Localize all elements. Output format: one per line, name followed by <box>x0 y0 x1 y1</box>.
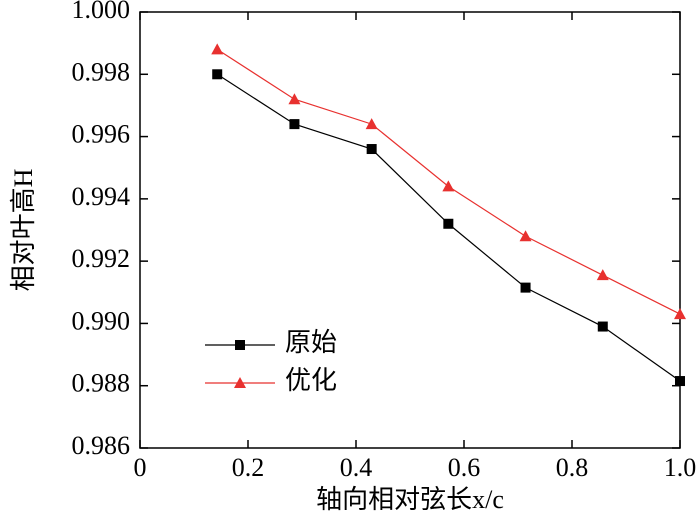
marker <box>674 308 686 320</box>
y-tick-label: 1.000 <box>72 0 131 24</box>
marker <box>520 282 531 293</box>
marker <box>519 230 532 242</box>
y-tick-label: 0.994 <box>72 182 131 211</box>
marker <box>443 218 454 229</box>
x-tick-label: 1.0 <box>664 453 697 482</box>
legend-marker <box>235 340 245 350</box>
marker <box>365 118 378 130</box>
legend-label: 原始 <box>285 328 337 357</box>
legend-marker <box>234 377 246 388</box>
y-tick-label: 0.988 <box>72 369 131 398</box>
y-tick-label: 0.992 <box>72 244 131 273</box>
x-axis-label: 轴向相对弦长x/c <box>316 485 504 514</box>
marker <box>288 93 301 105</box>
y-tick-label: 0.998 <box>72 57 131 86</box>
legend-label: 优化 <box>285 366 337 395</box>
marker <box>442 180 455 192</box>
marker <box>211 43 224 55</box>
plot-frame <box>139 11 681 449</box>
y-tick-label: 0.986 <box>72 431 131 460</box>
y-axis-label: 相对叶高H <box>9 168 38 291</box>
marker <box>675 376 685 387</box>
marker <box>597 321 608 332</box>
y-tick-label: 0.996 <box>72 120 131 149</box>
marker <box>212 69 223 80</box>
marker <box>366 144 377 155</box>
x-tick-label: 0.8 <box>556 453 589 482</box>
y-tick-label: 0.990 <box>72 306 131 335</box>
x-tick-label: 0.6 <box>448 453 481 482</box>
x-tick-label: 0.2 <box>232 453 265 482</box>
marker <box>596 269 609 281</box>
x-tick-label: 0 <box>134 453 147 482</box>
marker <box>289 119 300 130</box>
x-tick-label: 0.4 <box>340 453 373 482</box>
